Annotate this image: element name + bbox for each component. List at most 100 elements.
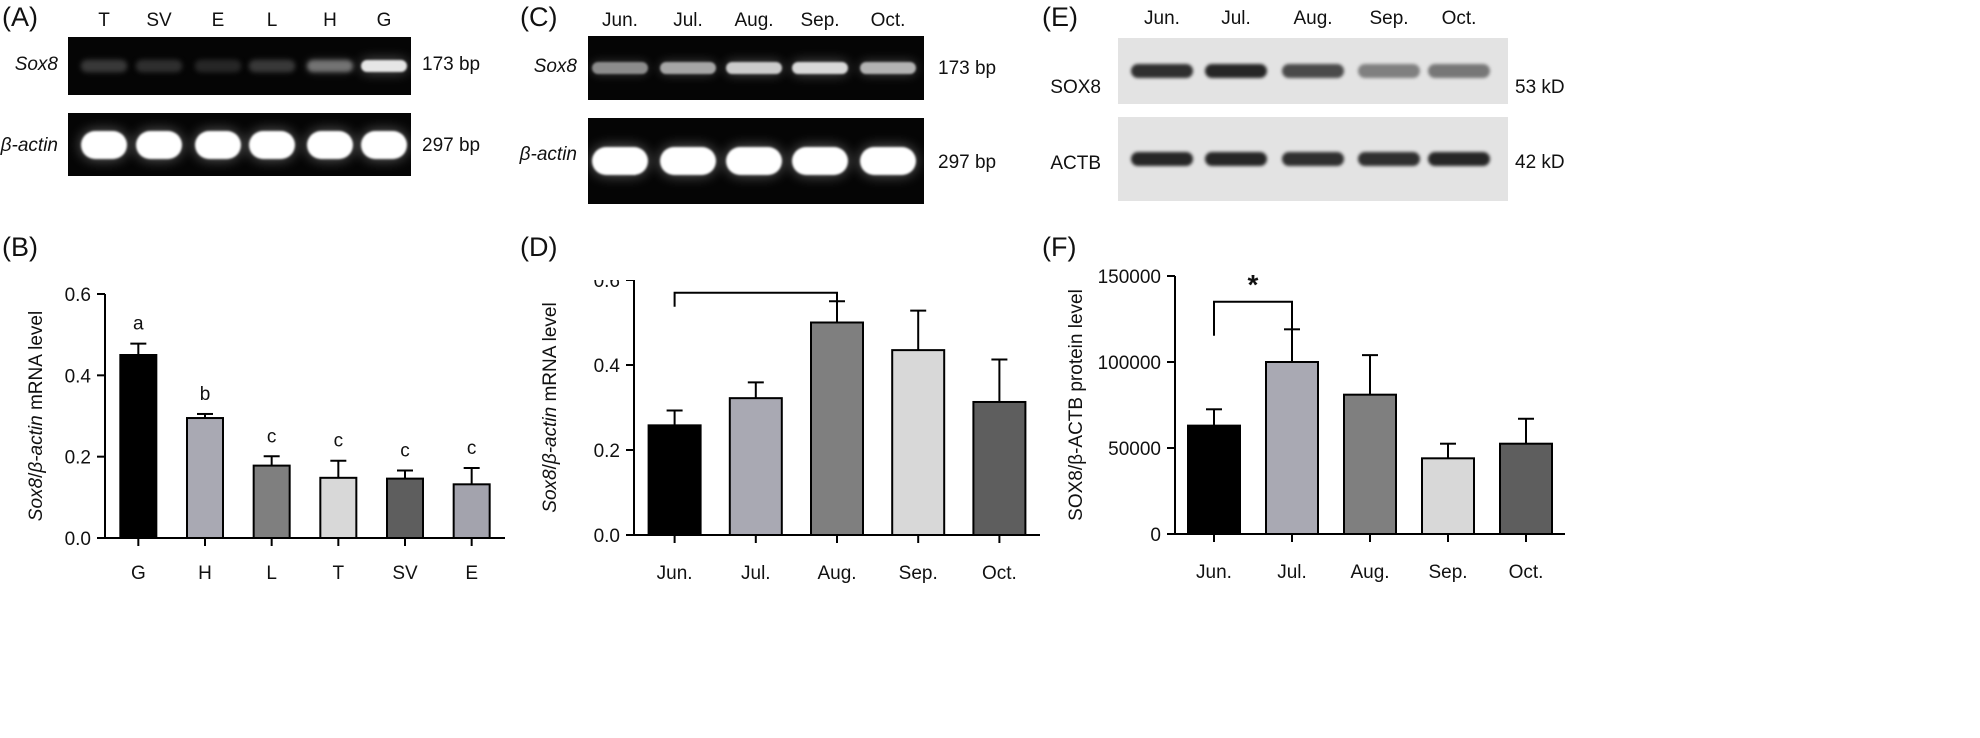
- x-tick-label: SV: [392, 563, 418, 584]
- significance-letter: c: [334, 431, 344, 452]
- significance-letter: b: [200, 384, 211, 405]
- gene-label-actin-a: β-actin: [0, 135, 58, 156]
- significance-stars: **: [745, 280, 767, 291]
- x-tick-label: T: [333, 563, 345, 584]
- band: [307, 130, 353, 159]
- band-size-sox8-e: 53 kD: [1515, 77, 1565, 98]
- y-axis-label-part: mRNA level: [540, 302, 561, 407]
- panel-label-f: (F): [1042, 232, 1077, 262]
- y-axis-label-part: Sox8: [26, 477, 47, 521]
- protein-label-actb: ACTB: [1050, 153, 1101, 174]
- x-tick-label: Oct.: [1509, 562, 1544, 583]
- y-tick-label: 0.0: [594, 526, 620, 547]
- x-tick-label: Jun.: [1196, 562, 1232, 583]
- significance-bracket: [1213, 300, 1293, 336]
- gel-sox8-months: [588, 36, 924, 100]
- chart-f: 0 50000 100000 150000 SOX8/β-ACTB protein le…: [1066, 267, 1565, 583]
- lane-label: Jul.: [673, 10, 703, 31]
- bar: [1499, 442, 1553, 535]
- band: [1282, 152, 1344, 166]
- band: [81, 60, 127, 72]
- x-tick-label: E: [465, 563, 478, 584]
- band: [860, 62, 916, 74]
- y-tick-label: 0.6: [65, 285, 91, 306]
- y-tick-label: 0.0: [65, 529, 91, 550]
- bar: [186, 417, 224, 540]
- lane-label: Jul.: [1221, 8, 1251, 29]
- band: [660, 62, 716, 74]
- blot-actb: [1118, 117, 1508, 201]
- bar: [972, 400, 1027, 536]
- gene-label-actin-c: β-actin: [519, 144, 577, 165]
- y-axis-label-part: /: [540, 463, 561, 469]
- x-tick-label: H: [198, 563, 212, 584]
- y-tick-label: 0.4: [594, 356, 621, 377]
- bar: [1265, 361, 1319, 535]
- gene-label-sox8-a: Sox8: [14, 54, 58, 75]
- y-tick-label: 0.2: [594, 441, 620, 462]
- band: [592, 147, 648, 175]
- band: [1131, 64, 1193, 78]
- lane-label: L: [266, 10, 278, 31]
- x-tick-label: G: [131, 563, 146, 584]
- band-size-sox8-c: 173 bp: [938, 58, 997, 79]
- band: [1358, 152, 1420, 166]
- y-tick-label: 0.4: [65, 366, 92, 387]
- lane-label: Sep.: [1369, 8, 1409, 29]
- panel-label-b: (B): [2, 232, 38, 262]
- band: [195, 130, 241, 159]
- significance-letter: a: [133, 314, 144, 335]
- band: [136, 130, 182, 159]
- bar: [1343, 393, 1397, 535]
- band: [1205, 152, 1267, 166]
- band-size-sox8-a: 173 bp: [422, 54, 481, 75]
- panel-label-c: (C): [520, 2, 558, 32]
- significance-bracket: [673, 291, 838, 307]
- band: [792, 62, 848, 74]
- lane-label: E: [211, 10, 225, 31]
- x-tick-label: Jul.: [1277, 562, 1307, 583]
- x-tick-label: Sep.: [899, 563, 938, 584]
- y-tick-label: 0.2: [65, 448, 91, 469]
- band: [361, 130, 407, 159]
- band: [1282, 64, 1344, 78]
- panel-label-d: (D): [520, 232, 558, 262]
- band: [1205, 64, 1267, 78]
- bar: [1421, 457, 1475, 536]
- lane-label: Oct.: [870, 10, 906, 31]
- band: [660, 147, 716, 175]
- y-axis-label-part: β-actin: [26, 415, 47, 473]
- bar: [891, 349, 946, 536]
- significance-stars: *: [1248, 269, 1259, 300]
- band: [307, 60, 353, 72]
- gel-actin-tissues: [68, 113, 411, 176]
- band: [1358, 64, 1420, 78]
- y-axis-label: SOX8/β-ACTB protein level: [1066, 289, 1087, 521]
- y-axis-label-part: mRNA level: [26, 311, 47, 416]
- bar: [810, 321, 864, 536]
- bar: [319, 476, 358, 540]
- band-size-actin-c: 297 bp: [938, 152, 997, 173]
- gel-sox8-tissues: [68, 37, 411, 95]
- band: [81, 130, 127, 159]
- x-tick-label: Aug.: [1350, 562, 1389, 583]
- protein-label-sox8: SOX8: [1050, 77, 1101, 98]
- band: [195, 60, 241, 72]
- significance-letter: c: [400, 440, 410, 461]
- y-tick-label: 50000: [1108, 439, 1161, 460]
- lane-label: Jun.: [602, 10, 638, 31]
- band: [592, 62, 648, 74]
- lane-label: Sep.: [800, 10, 840, 31]
- band: [249, 130, 295, 159]
- y-tick-label: 0: [1150, 525, 1161, 546]
- lane-label: Jun.: [1144, 8, 1180, 29]
- lane-label: G: [376, 10, 392, 31]
- y-axis-label: Sox8/β-actin mRNA level: [26, 311, 47, 521]
- band: [249, 60, 295, 72]
- y-axis-label-part: β-actin: [540, 407, 561, 465]
- significance-letter: c: [467, 438, 477, 459]
- bar: [252, 464, 291, 539]
- chart-b: 0.0 0.2 0.4 0.6 Sox8/β-actin mRNA level Ga Hb L…: [26, 285, 505, 584]
- bar: [1187, 424, 1241, 535]
- lane-label: Oct.: [1441, 8, 1477, 29]
